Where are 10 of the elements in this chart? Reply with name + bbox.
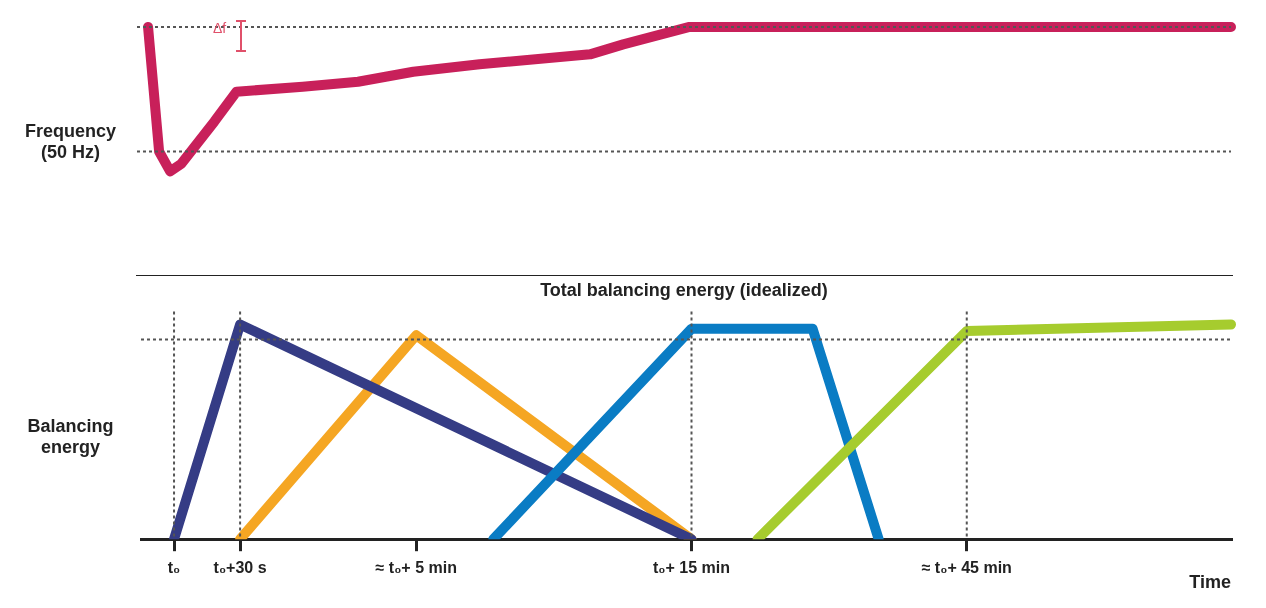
x-tick-label: ≈ t₀+ 5 min — [375, 559, 457, 577]
x-axis-title: Time — [1189, 572, 1231, 593]
x-tick-label: ≈ t₀+ 45 min — [921, 559, 1012, 577]
y-axis-title: Balancing energy — [26, 416, 115, 458]
annotation: Δf — [213, 20, 227, 36]
chart-title: Total balancing energy (idealized) — [540, 279, 828, 300]
x-tick-label: t₀ — [167, 559, 181, 577]
y-axis-title: Frequency (50 Hz) — [24, 121, 117, 163]
x-tick-label: t₀+ 15 min — [653, 559, 731, 577]
x-tick-label: t₀+30 s — [213, 559, 267, 577]
